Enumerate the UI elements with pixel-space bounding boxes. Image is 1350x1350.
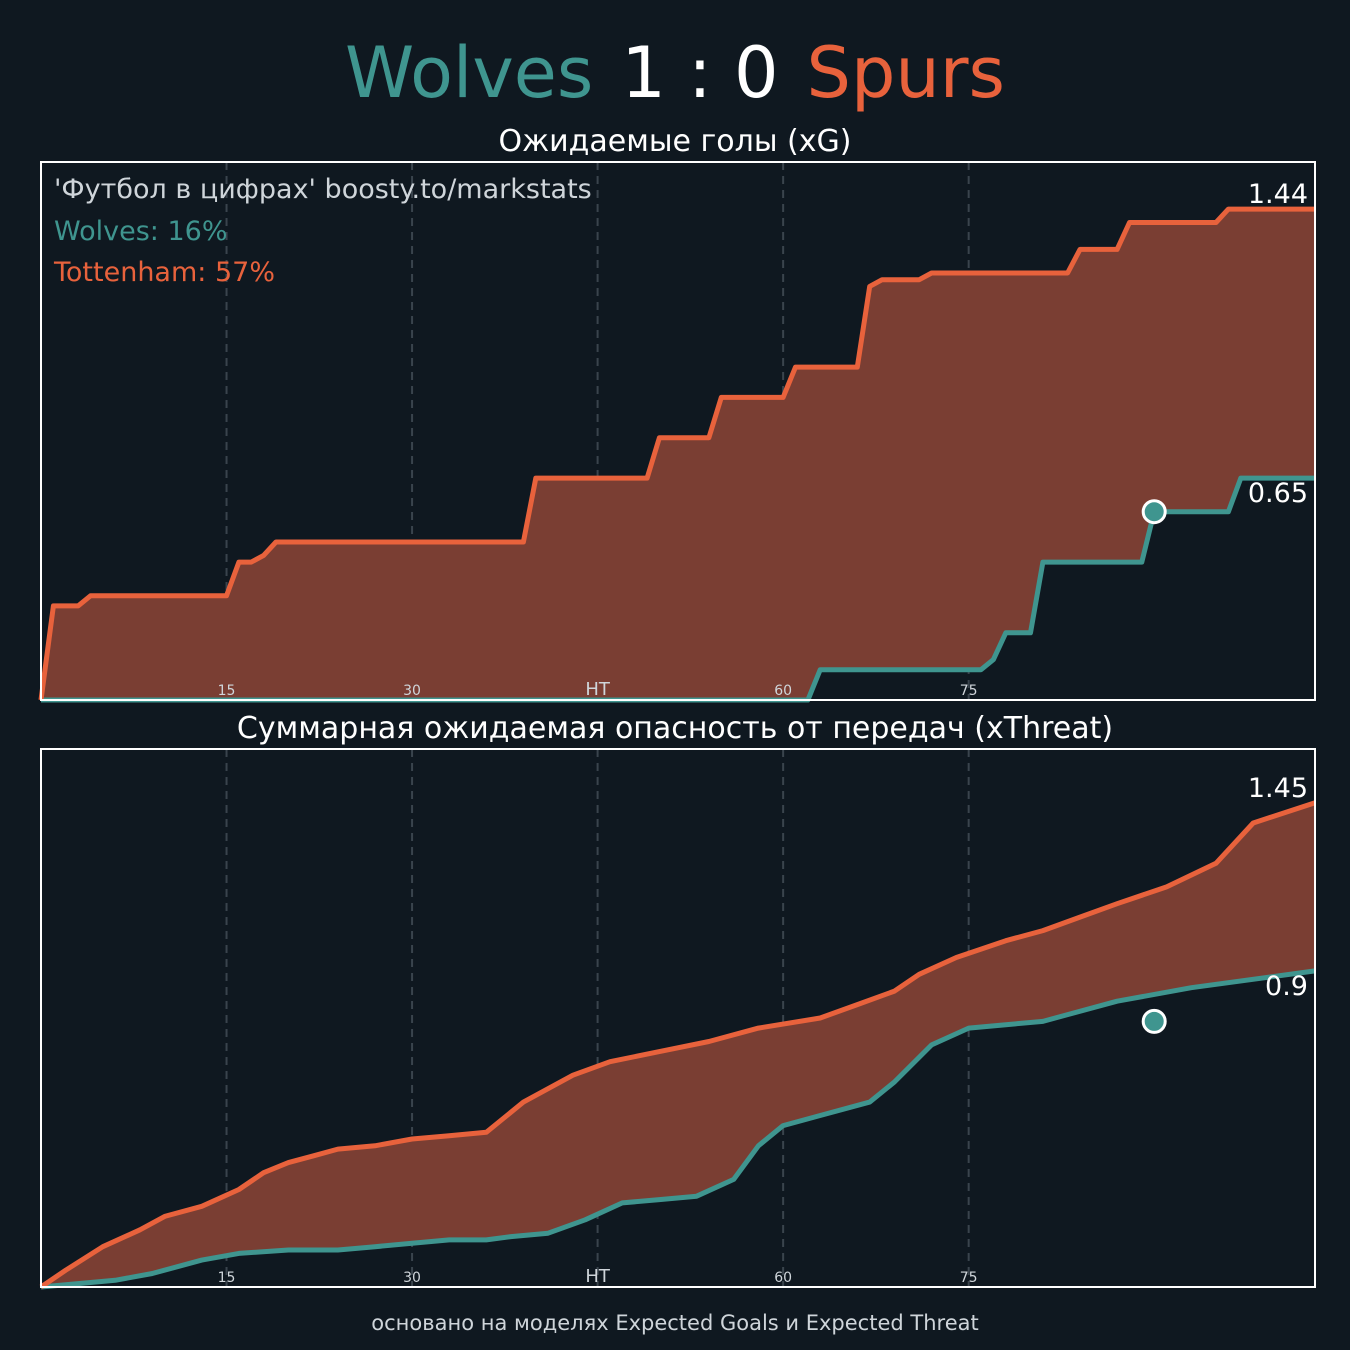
away-win-probability: Tottenham: 57%: [53, 257, 275, 288]
home-team-name: Wolves: [344, 32, 594, 114]
footer-note: основано на моделях Expected Goals и Exp…: [371, 1311, 978, 1335]
xthreat-away-end-label: 1.45: [1248, 773, 1308, 804]
source-annotation: 'Футбол в цифрах' boosty.to/markstats: [54, 174, 592, 205]
xthreat-home-line: [40, 968, 1316, 1290]
xg-panel-frame: [40, 161, 1316, 701]
xg-chart-title: Ожидаемые голы (xG): [499, 124, 852, 159]
xthreat-tick-label: 15: [218, 1270, 236, 1286]
xthreat-panel-frame: [40, 748, 1316, 1288]
xthreat-tick-label: 75: [960, 1270, 978, 1286]
xg-away-line: [38, 206, 1315, 701]
xg-tick-label: 30: [403, 683, 421, 699]
xthreat-tick-label: HT: [585, 1266, 611, 1287]
xg-difference-area: [41, 209, 1315, 700]
match-header: Wolves 1 : 0 Spurs: [0, 28, 1350, 118]
xthreat-goal-marker: [1141, 1008, 1167, 1034]
xg-home-line: [41, 475, 1315, 703]
match-score: 1 : 0: [621, 32, 779, 114]
xg-goal-marker: [1141, 499, 1167, 525]
xg-tick-label: HT: [585, 679, 611, 700]
xg-tick-label: 75: [960, 683, 978, 699]
xthreat-tick-label: 30: [403, 1270, 421, 1286]
away-team-name: Spurs: [806, 32, 1005, 114]
xthreat-home-end-label: 0.9: [1265, 971, 1308, 1002]
xg-tick-label: 60: [774, 683, 792, 699]
xg-tick-label: 15: [218, 683, 236, 699]
xthreat-away-line: [39, 800, 1316, 1290]
xthreat-tick-label: 60: [774, 1270, 792, 1286]
xg-panel: 15 30 HT 60 75 1.44 0.65: [38, 162, 1315, 703]
xthreat-chart-title: Суммарная ожидаемая опасность от передач…: [237, 711, 1113, 746]
xthreat-panel: 15 30 HT 60 75 1.45 0.9: [39, 749, 1316, 1290]
home-win-probability: Wolves: 16%: [54, 216, 227, 247]
xg-away-end-label: 1.44: [1248, 179, 1308, 210]
xg-home-end-label: 0.65: [1248, 478, 1308, 509]
xthreat-difference-area: [41, 802, 1315, 1287]
